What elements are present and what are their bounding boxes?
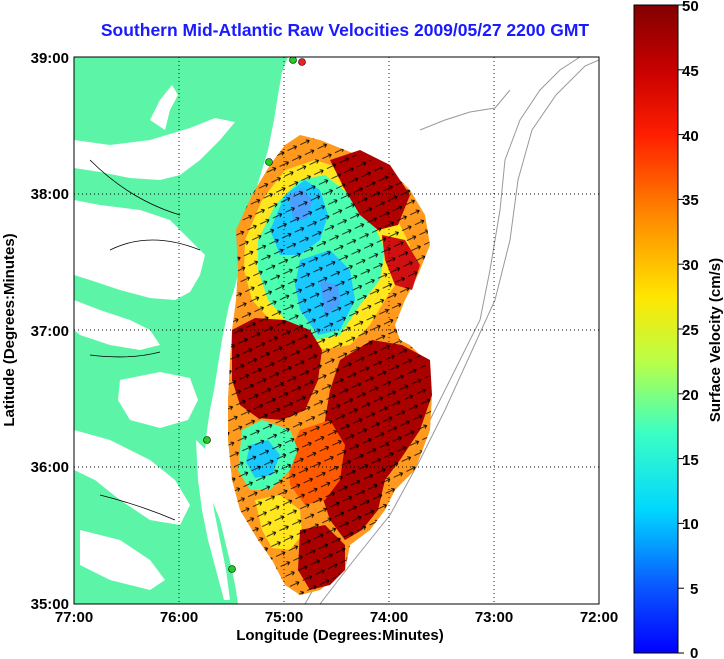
- y-tick: 36:00: [31, 459, 69, 476]
- y-axis: 39:00 38:00 37:00 36:00 35:00 Latitude (…: [1, 50, 69, 613]
- x-tick: 75:00: [265, 609, 303, 626]
- x-tick: 73:00: [475, 609, 513, 626]
- x-axis-label: Longitude (Degrees:Minutes): [236, 627, 444, 644]
- y-tick: 38:00: [31, 186, 69, 203]
- colorbar-tick: 15: [682, 452, 699, 469]
- map-title: Southern Mid-Atlantic Raw Velocities 200…: [100, 20, 590, 40]
- colorbar-tick: 30: [682, 257, 699, 274]
- x-tick: 76:00: [160, 609, 198, 626]
- x-tick: 72:00: [580, 609, 618, 626]
- colorbar-gradient: [633, 4, 679, 654]
- x-axis: 77:00 76:00 75:00 74:00 73:00 72:00 Long…: [55, 609, 618, 644]
- colorbar-tick: 50: [682, 0, 699, 15]
- x-tick: 77:00: [55, 609, 93, 626]
- colorbar: 50 45 40 35 30 25 20 15 10 5 0 Surface V…: [633, 0, 724, 659]
- y-tick: 39:00: [31, 50, 69, 67]
- y-axis-label: Latitude (Degrees:Minutes): [1, 233, 18, 426]
- colorbar-tick: 5: [690, 581, 698, 598]
- colorbar-tick: 20: [682, 387, 699, 404]
- y-tick: 37:00: [31, 323, 69, 340]
- colorbar-tick: 25: [682, 322, 699, 339]
- colorbar-tick: 35: [682, 192, 699, 209]
- x-tick: 74:00: [370, 609, 408, 626]
- colorbar-tick: 40: [682, 128, 699, 145]
- colorbar-tick: 0: [690, 645, 698, 659]
- y-tick: 35:00: [31, 596, 69, 613]
- velocity-field: [228, 135, 432, 595]
- colorbar-label: Surface Velocity (cm/s): [707, 258, 724, 422]
- colorbar-tick: 10: [682, 516, 699, 533]
- station-markers: [203, 57, 306, 573]
- colorbar-tick: 45: [682, 63, 699, 80]
